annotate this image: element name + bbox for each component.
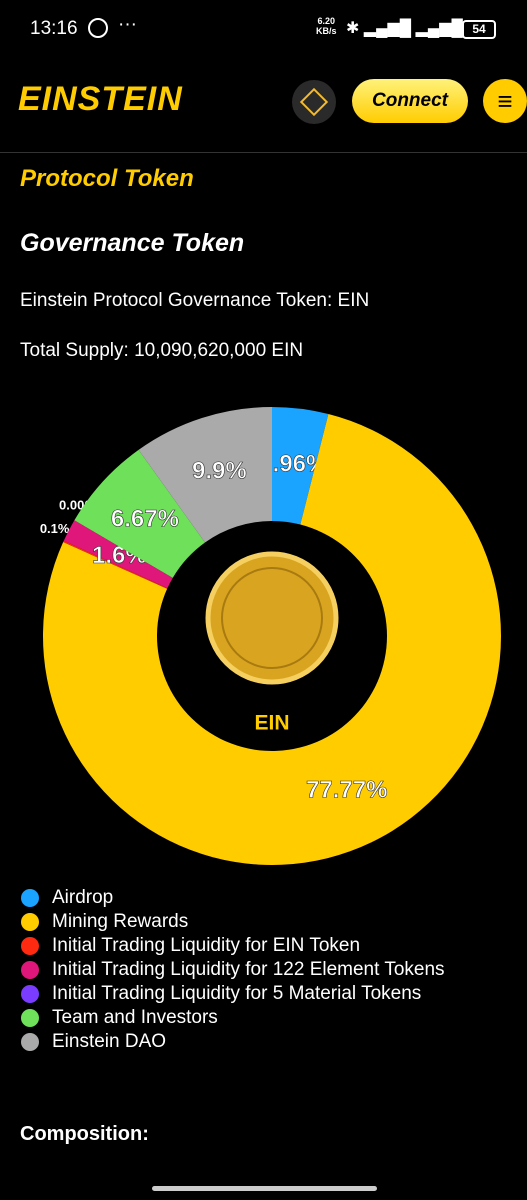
donut-slice [63,520,173,589]
connect-button[interactable]: Connect [352,79,468,123]
menu-button[interactable]: ≡ [483,79,527,123]
footer-title: Composition: [20,1123,149,1145]
donut-chart: 3.96%77.77%0.1%1.6%0.0005%6.67%9.9%EINAi… [21,407,502,1052]
legend-label: Initial Trading Liquidity for 122 Elemen… [52,959,445,980]
legend-label: Einstein DAO [52,1031,166,1052]
legend-swatch [21,889,39,907]
signal-icons: ✱ ▂▄▆█ ▂▄▆█ [346,20,463,37]
slice-label: 6.67% [111,505,179,532]
supply-line: Total Supply: 10,090,620,000 EIN [20,340,304,361]
legend-label: Initial Trading Liquidity for EIN Token [52,935,360,956]
slice-label: 0.1% [40,521,70,536]
legend-swatch [21,985,39,1003]
logo[interactable]: EINSTEIN [18,80,183,118]
donut-slice [272,407,329,525]
token-line: Einstein Protocol Governance Token: EIN [20,290,370,311]
legend-swatch [21,1033,39,1051]
center-label: EIN [254,712,289,735]
legend-swatch [21,937,39,955]
donut-slice [74,449,205,578]
status-time: 13:16 [30,18,78,39]
legend-swatch [21,961,39,979]
legend-swatch [21,1009,39,1027]
legend-label: Airdrop [52,887,113,908]
battery: 54 [462,20,496,39]
slice-label: 9.9% [192,458,247,485]
legend-label: Mining Rewards [52,911,188,932]
legend-swatch [21,913,39,931]
home-indicator [152,1186,377,1191]
net-speed: 6.20 KB/s [316,16,337,36]
coin [205,551,339,685]
net-speed-value: 6.20 [317,16,336,26]
bnb-glyph [299,87,329,117]
donut-slice [63,540,168,589]
subtitle: Governance Token [20,229,245,257]
slice-label: 77.77% [306,776,387,803]
coin-inner [221,567,323,669]
header-divider [0,152,527,153]
donut-slice [74,520,173,578]
legend-label: Team and Investors [52,1007,218,1028]
net-speed-unit: KB/s [316,26,337,36]
legend-label: Initial Trading Liquidity for 5 Material… [52,983,421,1004]
section-title: Protocol Token [20,165,194,192]
more-icon: ··· [118,14,137,35]
bnb-icon[interactable] [292,80,336,124]
donut-slice [138,407,272,543]
whatsapp-icon [88,18,108,38]
donut-slice [43,414,502,865]
